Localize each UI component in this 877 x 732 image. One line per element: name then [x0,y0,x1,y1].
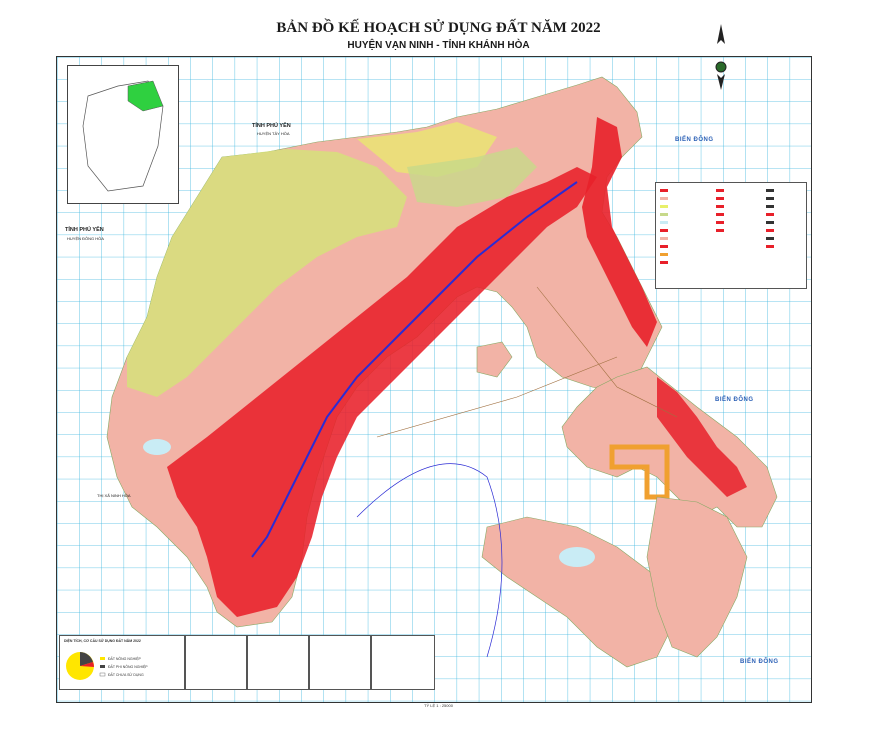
map-legend [655,182,807,289]
label-bien-dong: BIỂN ĐÔNG [675,137,714,143]
label-huyen-dong-hoa: HUYỆN ĐÔNG HÒA [67,236,104,241]
main-road [251,181,578,558]
label-huyen-tay-hoa: HUYỆN TÂY HÒA [257,131,290,136]
sea-route [356,463,503,658]
label-tinh-phu-yen: TỈNH PHÚ YÊN [252,123,291,129]
small-island [476,341,513,378]
island-west [481,516,678,668]
pie-legend-item: ĐẤT PHI NÔNG NGHIỆP [108,665,148,669]
sea-route [376,356,618,438]
map-frame: TỈNH PHÚ YÊN HUYỆN TÂY HÒA TỈNH PHÚ YÊN … [56,56,812,703]
north-arrow-icon [714,22,728,92]
map-scale: TỶ LỆ 1 : 25000 [424,703,453,708]
island-east [646,496,748,658]
lake [559,547,595,567]
pie-legend-item: ĐẤT CHƯA SỬ DỤNG [108,673,144,677]
label-thi-xa-ninh-hoa: THỊ XÃ NINH HÒA [97,493,131,498]
peninsula-urban [657,377,747,497]
label-bien-dong: BIỂN ĐÔNG [740,659,779,665]
inset-map [67,65,179,204]
label-bien-dong: BIỂN ĐÔNG [715,397,754,403]
pie-title: DIỆN TÍCH, CƠ CẤU SỬ DỤNG ĐẤT NĂM 2022 [64,639,141,643]
lake [143,439,171,455]
approval-panel [247,635,309,690]
urban-corridor [167,167,597,617]
orange-zone [609,444,670,500]
agriculture-zone [127,149,407,397]
map-canvas [57,57,811,702]
sea-route [536,286,678,418]
label-tinh-phu-yen-left: TỈNH PHÚ YÊN [65,227,104,233]
map-title: BẢN ĐỒ KẾ HOẠCH SỬ DỤNG ĐẤT NĂM 2022 [276,20,601,36]
pie-legend-item: ĐẤT NÔNG NGHIỆP [108,657,141,661]
approval-panel [185,635,247,690]
pie-chart-panel: DIỆN TÍCH, CƠ CẤU SỬ DỤNG ĐẤT NĂM 2022 Đ… [59,635,185,690]
forest-zone [407,147,537,207]
approval-panel [371,635,435,690]
approval-panel [309,635,371,690]
urban-strip [582,117,657,347]
map-subtitle: HUYỆN VẠN NINH - TỈNH KHÁNH HÒA [347,40,530,51]
